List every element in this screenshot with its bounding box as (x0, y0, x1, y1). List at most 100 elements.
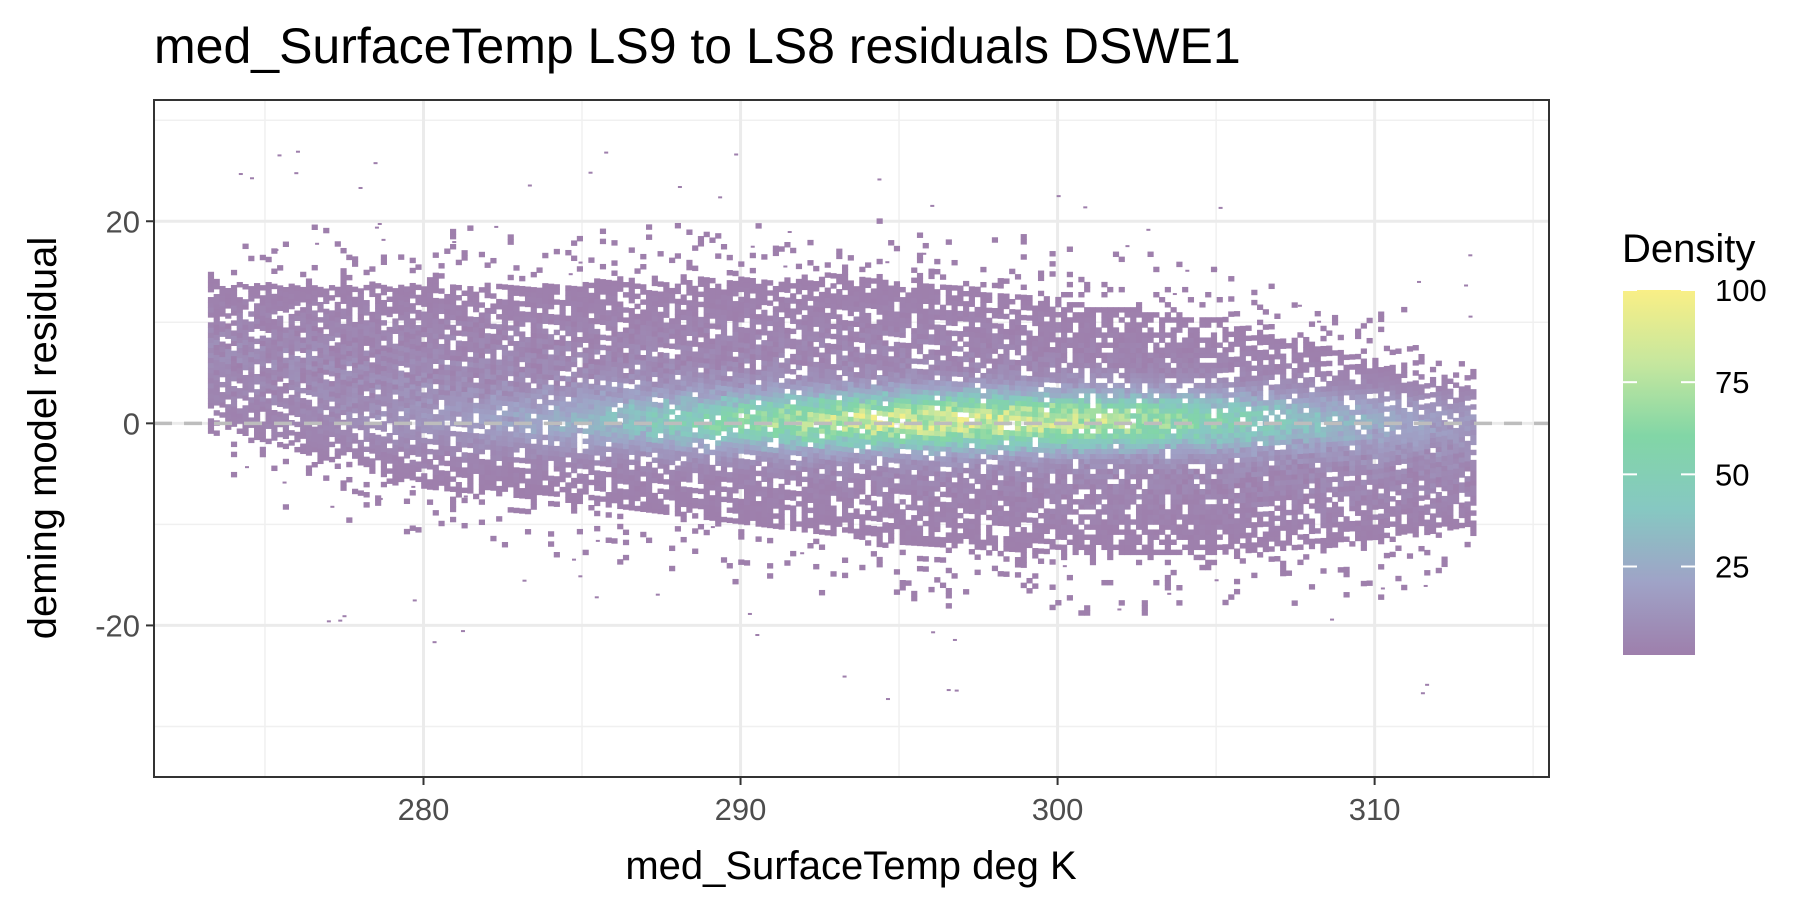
density-cell (415, 410, 422, 417)
density-cell (461, 315, 468, 322)
density-cell (230, 365, 238, 372)
density-cell (772, 306, 779, 312)
density-cell (571, 432, 578, 438)
density-cell (444, 400, 451, 406)
density-cell (899, 342, 906, 348)
density-cell (755, 410, 762, 416)
density-cell (916, 469, 924, 476)
density-cell (905, 534, 912, 541)
density-cell (640, 253, 647, 260)
density-cell (922, 313, 929, 320)
density-cell (841, 320, 849, 326)
density-cell (375, 409, 382, 415)
density-cell (363, 340, 370, 346)
density-cell (403, 392, 411, 398)
density-cell (715, 389, 722, 396)
density-cell (478, 469, 485, 475)
density-cell (841, 451, 849, 457)
density-cell (254, 303, 261, 309)
density-cell (680, 491, 687, 497)
density-cell (594, 434, 601, 441)
density-cell (853, 533, 860, 540)
density-cell (663, 509, 670, 515)
density-cell (467, 366, 474, 373)
density-cell (795, 501, 803, 507)
density-cell (703, 509, 710, 516)
density-cell (882, 390, 889, 397)
density-cell (490, 348, 497, 355)
density-cell (686, 365, 693, 372)
density-cell (346, 517, 353, 523)
density-cell (818, 357, 826, 364)
density-cell (778, 337, 785, 343)
density-cell (305, 384, 313, 391)
density-cell (392, 348, 399, 355)
density-cell (357, 384, 364, 390)
density-cell (922, 556, 929, 562)
density-cell (265, 317, 272, 323)
density-cell (548, 440, 555, 446)
density-cell (259, 365, 266, 372)
density-cell (542, 379, 549, 385)
density-cell (571, 508, 578, 514)
density-cell (605, 355, 612, 362)
density-cell (738, 423, 745, 429)
density-cell (743, 297, 751, 303)
density-cell (911, 520, 918, 526)
density-cell (726, 456, 733, 463)
density-cell (738, 337, 745, 343)
density-cell (369, 316, 376, 323)
density-cell (818, 332, 826, 338)
density-cell (340, 359, 347, 365)
density-cell (830, 323, 837, 330)
density-cell (392, 439, 399, 446)
density-cell (328, 310, 336, 316)
density-cell (905, 580, 912, 586)
density-cell (888, 386, 895, 393)
density-cell (865, 464, 872, 470)
density-cell (761, 431, 768, 437)
density-cell (743, 494, 751, 500)
density-cell (530, 453, 537, 460)
density-cell (715, 485, 722, 492)
density-cell (853, 488, 860, 494)
density-cell (824, 373, 831, 379)
density-cell (524, 286, 532, 292)
density-cell (571, 427, 578, 433)
density-cell (473, 382, 480, 389)
density-cell (749, 308, 756, 314)
density-cell (911, 504, 918, 511)
density-cell (530, 378, 537, 384)
density-cell (403, 316, 411, 323)
density-cell (784, 307, 791, 314)
density-cell (536, 464, 543, 470)
density-cell (271, 374, 278, 381)
density-cell (951, 472, 958, 478)
density-cell (432, 474, 439, 481)
density-cell (732, 442, 739, 448)
density-cell (645, 290, 653, 296)
density-cell (830, 298, 837, 304)
density-cell (795, 425, 803, 431)
density-cell (219, 402, 226, 408)
density-cell (432, 328, 439, 334)
density-cell (726, 472, 733, 478)
density-cell (594, 500, 601, 507)
density-cell (467, 473, 474, 479)
density-cell (669, 454, 676, 461)
density-cell (841, 512, 849, 518)
density-cell (697, 422, 705, 429)
density-cell (640, 360, 647, 366)
density-cell (824, 459, 831, 465)
density-cell (865, 459, 872, 465)
density-cell (905, 413, 912, 420)
density-cell (692, 513, 699, 519)
density-cell (571, 452, 578, 459)
density-cell (438, 298, 445, 304)
density-cell (340, 409, 347, 416)
density-cell (847, 346, 854, 352)
density-cell (375, 439, 382, 446)
density-cell (743, 337, 751, 344)
density-cell (628, 469, 635, 476)
density-cell (444, 450, 451, 457)
